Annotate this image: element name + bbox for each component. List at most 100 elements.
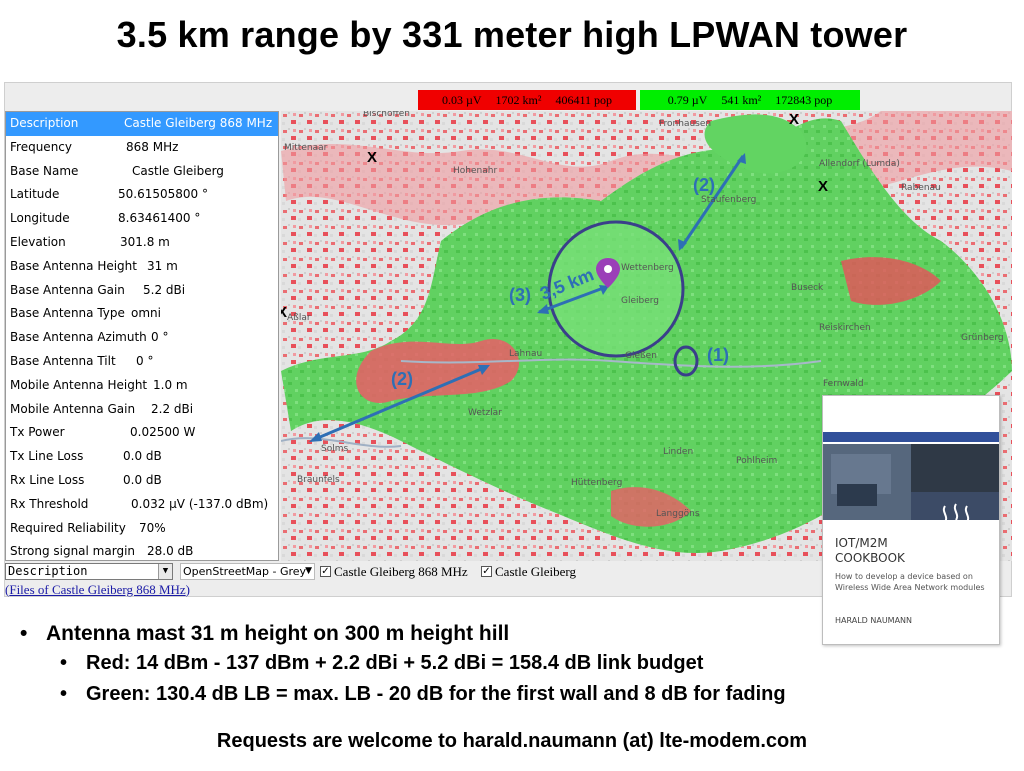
info-row: Mobile Antenna Gain 2.2 dBi xyxy=(6,398,278,422)
description-select[interactable]: Description ▼ xyxy=(5,563,173,580)
info-row-value: 0.0 dB xyxy=(123,472,162,487)
info-row-key: Latitude xyxy=(10,187,60,202)
bullet-dot-icon: • xyxy=(20,622,28,645)
info-row-key: Frequency xyxy=(10,139,72,154)
info-row-value: 0 ° xyxy=(136,353,154,368)
map-place-label: Staufenberg xyxy=(701,195,757,205)
x-marker: X xyxy=(367,149,378,166)
legend-red-bar: 0.03 µV 1702 km² 406411 pop xyxy=(418,90,636,110)
layer-toggle-site[interactable]: ✓ Castle Gleiberg xyxy=(481,563,576,580)
bullet-dot-icon: • xyxy=(60,652,68,674)
info-row-value: 0.02500 W xyxy=(130,425,196,440)
info-row: Base Antenna Height 31 m xyxy=(6,255,278,279)
info-row: Base Name Castle Gleiberg xyxy=(6,160,278,184)
info-row-value: 28.0 dB xyxy=(147,544,194,559)
basemap-select[interactable]: OpenStreetMap - Grey ▼ xyxy=(180,563,315,580)
info-row-value: 868 MHz xyxy=(126,139,179,154)
annotation-label-3: (3) xyxy=(509,285,531,305)
map-place-label: Braunfels xyxy=(297,475,340,485)
info-row-key: Base Antenna Tilt xyxy=(10,353,116,368)
info-row-value: 31 m xyxy=(147,258,178,273)
bullet-item: • Green: 130.4 dB LB = max. LB - 20 dB fo… xyxy=(60,683,786,706)
info-row-key: Mobile Antenna Height xyxy=(10,377,148,392)
info-row: Strong signal margin 28.0 dB xyxy=(6,540,278,564)
bullet-dot-icon: • xyxy=(60,683,68,705)
info-row: Tx Power 0.02500 W xyxy=(6,421,278,445)
info-row-key: Base Antenna Azimuth xyxy=(10,330,147,345)
info-row-value: 0.032 µV (-137.0 dBm) xyxy=(131,496,269,511)
info-row-key: Base Antenna Gain xyxy=(10,282,125,297)
info-row: Rx Threshold 0.032 µV (-137.0 dBm) xyxy=(6,493,278,517)
map-place-label: Langgöns xyxy=(656,509,700,519)
bullet-item: • Antenna mast 31 m height on 300 m heigh… xyxy=(20,622,509,646)
book-title-line2: COOKBOOK xyxy=(835,551,905,565)
chevron-down-icon: ▼ xyxy=(158,564,172,579)
info-row-key: Strong signal margin xyxy=(10,544,136,559)
basemap-select-value: OpenStreetMap - Grey xyxy=(183,565,307,578)
info-row-key: Base Antenna Type xyxy=(10,306,125,321)
info-row-value: 0.0 dB xyxy=(123,449,162,464)
info-row-key: Rx Threshold xyxy=(10,496,89,511)
map-place-label: Reiskirchen xyxy=(819,323,871,333)
info-row: Elevation 301.8 m xyxy=(6,231,278,255)
info-row: Longitude 8.63461400 ° xyxy=(6,207,278,231)
info-row: Base Antenna Gain 5.2 dBi xyxy=(6,279,278,303)
info-row-key: Mobile Antenna Gain xyxy=(10,401,136,416)
info-row-key: Elevation xyxy=(10,234,66,249)
x-marker: X xyxy=(818,178,829,195)
legend-green-area: 541 km² xyxy=(721,92,762,107)
info-row-value: 70% xyxy=(139,520,166,535)
info-row-value: 2.2 dBi xyxy=(151,401,194,416)
legend-green-pop: 172843 pop xyxy=(775,92,833,107)
site-info-panel: Description Castle Gleiberg 868 MHz Freque… xyxy=(5,111,279,561)
info-row-value: 8.63461400 ° xyxy=(118,211,201,226)
bullet-item: • Red: 14 dBm - 137 dBm + 2.2 dBi + 5.2 d… xyxy=(60,652,703,675)
info-row: Latitude 50.61505800 ° xyxy=(6,183,278,207)
map-place-label: Wettenberg xyxy=(621,263,674,273)
map-place-label: Rabenau xyxy=(901,183,941,193)
info-row-key: Description xyxy=(10,116,79,130)
info-row-key: Base Name xyxy=(10,163,79,178)
files-link-wrapper: (Files of Castle Gleiberg 868 MHz) xyxy=(5,582,191,597)
map-place-label: Bischoffen xyxy=(363,111,410,119)
map-place-label: Allendorf (Lumda) xyxy=(819,159,900,169)
info-row[interactable]: Description Castle Gleiberg 868 MHz xyxy=(6,112,278,136)
map-place-label: Buseck xyxy=(791,283,824,293)
map-place-label: Hüttenberg xyxy=(571,478,623,488)
files-link[interactable]: Files of Castle Gleiberg 868 MHz xyxy=(9,582,186,597)
x-marker: X xyxy=(789,111,800,128)
info-row-key: Tx Line Loss xyxy=(10,449,84,464)
checkbox-checked-icon[interactable]: ✓ xyxy=(320,566,331,577)
info-row-value: 301.8 m xyxy=(120,234,170,249)
info-row: Base Antenna Azimuth 0 ° xyxy=(6,326,278,350)
map-place-label: Gießen xyxy=(625,351,657,361)
chevron-down-icon: ▼ xyxy=(305,566,312,576)
info-row: Rx Line Loss 0.0 dB xyxy=(6,469,278,493)
book-subtitle: How to develop a device based on Wireles… xyxy=(835,572,985,592)
map-place-label: Grünberg xyxy=(961,333,1004,343)
legend-red-area: 1702 km² xyxy=(495,92,542,107)
map-place-label: Lahnau xyxy=(509,349,543,359)
info-row-value: 50.61505800 ° xyxy=(118,187,208,202)
info-row-value: Castle Gleiberg xyxy=(132,163,224,178)
slide-footer: Requests are welcome to harald.naumann (… xyxy=(216,730,808,752)
bullet-text: Red: 14 dBm - 137 dBm + 2.2 dBi + 5.2 dB… xyxy=(86,652,704,674)
info-row-key: Required Reliability xyxy=(10,520,126,535)
book-author: HARALD NAUMANN xyxy=(835,616,913,625)
annotation-label-1: (1) xyxy=(707,345,729,365)
info-row-key: Longitude xyxy=(10,211,70,226)
description-select-value: Description xyxy=(8,564,88,578)
legend-green-bar: 0.79 µV 541 km² 172843 pop xyxy=(640,90,860,110)
info-row-value: omni xyxy=(131,306,161,321)
map-place-label: Pohlheim xyxy=(736,456,778,466)
map-place-label: Linden xyxy=(663,447,694,457)
map-place-label: Aßlar xyxy=(287,313,311,323)
checkbox-checked-icon[interactable]: ✓ xyxy=(481,566,492,577)
legend-red-signal: 0.03 µV xyxy=(441,92,482,107)
annotation-label-2a: (2) xyxy=(693,175,715,195)
cooking-pot-icon xyxy=(911,492,999,520)
info-row-value: Castle Gleiberg 868 MHz xyxy=(124,116,273,130)
layer-toggle-coverage[interactable]: ✓ Castle Gleiberg 868 MHz xyxy=(320,563,468,580)
layer-toggle-site-label: Castle Gleiberg xyxy=(495,563,576,579)
book-cover-band xyxy=(823,432,999,442)
